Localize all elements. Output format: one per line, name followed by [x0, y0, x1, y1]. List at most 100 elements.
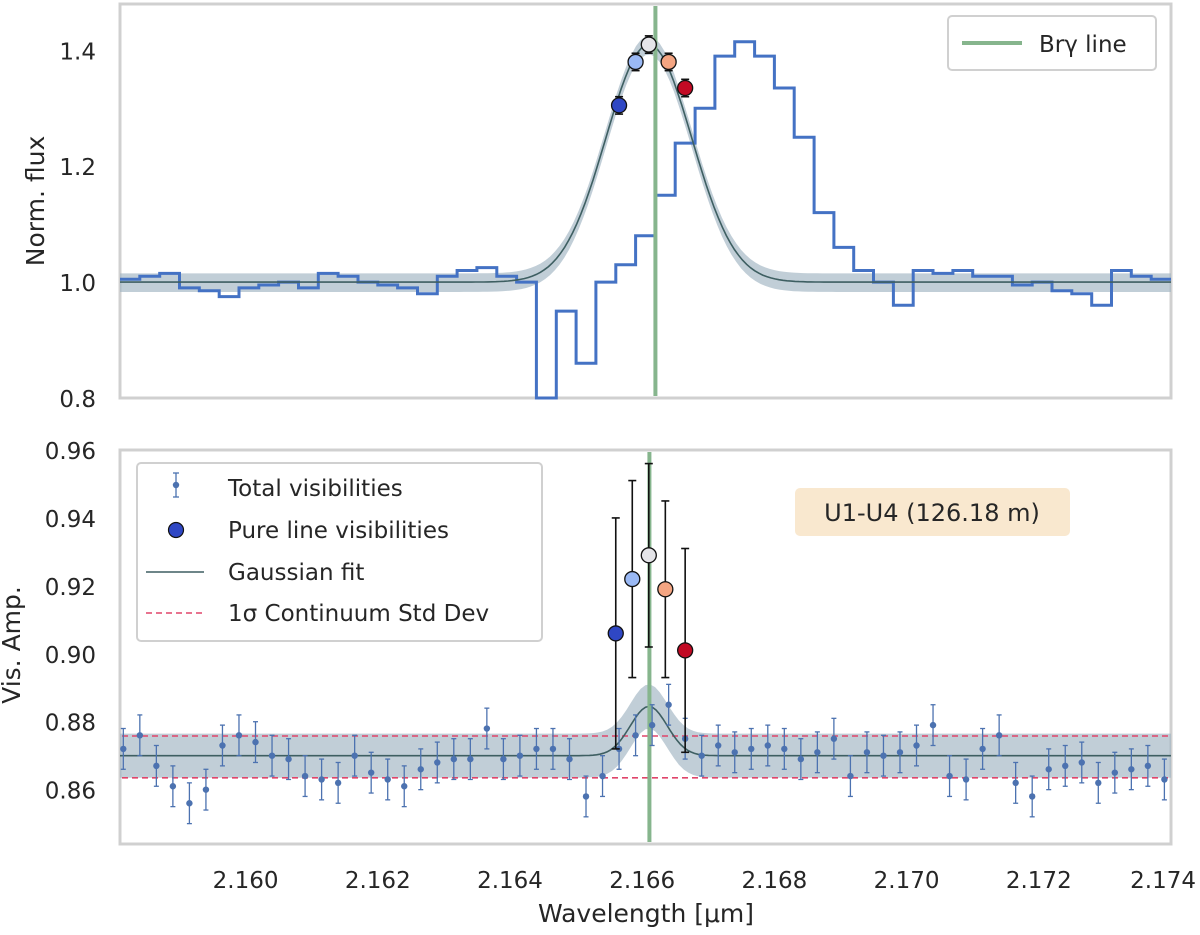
legend-total-dot	[172, 481, 180, 489]
vis-gaussian-band	[120, 684, 1171, 778]
vis-total-point	[417, 766, 424, 773]
x-tick-label: 2.170	[874, 868, 940, 894]
vis-total-point	[632, 732, 639, 739]
vis-total-point	[715, 742, 722, 749]
vis-total-point	[516, 752, 524, 759]
flux-pure-line-points	[610, 35, 694, 115]
vis-total-point	[995, 732, 1003, 739]
vis-total-point	[169, 783, 177, 790]
vis-total-point	[566, 755, 573, 763]
vis-y-tick-label: 0.96	[45, 439, 96, 465]
vis-y-axis-label: Vis. Amp.	[0, 586, 26, 704]
vis-total-point	[401, 783, 408, 790]
vis-total-point	[235, 732, 243, 739]
vis-x-ticks: 2.160 2.162 2.164 2.166 2.168 2.170 2.172 2.174	[213, 868, 1196, 894]
baseline-annotation: U1-U4 (126.18 m)	[795, 488, 1070, 536]
vis-total-point	[467, 755, 474, 763]
vis-total-point	[880, 752, 887, 759]
vis-total-point	[896, 749, 904, 756]
vis-total-point	[830, 735, 838, 742]
vis-total-point	[500, 755, 507, 763]
vis-fit-curve	[120, 705, 1171, 757]
vis-total-point	[483, 725, 491, 732]
vis-gaussian-fit-line	[120, 705, 1171, 757]
vis-total-point	[748, 745, 755, 753]
flux-y-axis-label: Norm. flux	[21, 136, 50, 266]
visibility-panel: 0.86 0.88 0.90 0.92 0.94 0.96 2.160 2.162 2.164…	[0, 439, 1196, 894]
vis-y-tick-label: 0.88	[45, 711, 96, 737]
x-tick-label: 2.172	[1006, 868, 1072, 894]
baseline-annotation-box	[795, 488, 1070, 536]
vis-total-point	[1161, 776, 1168, 783]
vis-total-point	[599, 772, 606, 780]
vis-total-point	[648, 721, 656, 729]
flux-legend: Brγ line	[947, 15, 1157, 71]
vis-total-point	[929, 721, 937, 729]
vis-total-point	[764, 742, 771, 749]
vis-total-point	[351, 752, 358, 759]
vis-total-point	[698, 752, 705, 759]
flux-pure-point	[640, 36, 657, 53]
vis-total-point	[318, 776, 325, 783]
legend-pure-swatch	[167, 521, 185, 539]
vis-total-point	[268, 752, 276, 759]
vis-y-tick-label: 0.86	[45, 779, 96, 805]
vis-pure-point	[640, 547, 657, 564]
vis-total-point	[913, 742, 920, 749]
vis-total-point	[136, 732, 144, 739]
vis-total-point	[384, 776, 391, 783]
vis-total-point	[1028, 793, 1036, 800]
vis-total-point	[814, 749, 821, 756]
flux-pure-point	[660, 53, 677, 71]
vis-y-tick-label: 0.90	[45, 643, 96, 669]
flux-pure-point	[610, 97, 628, 114]
x-tick-label: 2.166	[609, 868, 675, 894]
vis-total-point	[962, 776, 970, 783]
vis-total-point	[533, 745, 540, 753]
vis-total-point	[450, 755, 458, 763]
vis-total-point	[1045, 766, 1052, 773]
vis-total-point	[731, 749, 738, 756]
vis-total-point	[1144, 762, 1152, 770]
legend-pure-label: Pure line visibilities	[228, 518, 449, 544]
vis-total-points	[120, 683, 1168, 825]
vis-continuum-std-lines	[122, 735, 1169, 779]
vis-total-point	[1062, 762, 1069, 770]
vis-total-point	[1111, 769, 1119, 776]
vis-y-tick-label: 0.94	[45, 507, 96, 533]
flux-step-spectrum	[120, 40, 1171, 400]
x-tick-label: 2.174	[1130, 868, 1196, 894]
flux-pure-point	[627, 53, 644, 71]
vis-total-point	[549, 745, 557, 753]
flux-y-ticks: 0.8 1.0 1.2 1.4	[59, 39, 96, 413]
vis-total-point	[1128, 766, 1135, 773]
vis-total-point	[120, 745, 127, 753]
baseline-annotation-text: U1-U4 (126.18 m)	[824, 499, 1040, 527]
legend-total-label: Total visibilities	[227, 476, 403, 502]
vis-total-point	[665, 701, 672, 708]
vis-y-tick-label: 0.92	[45, 575, 96, 601]
vis-total-point	[202, 786, 210, 793]
vis-total-point	[301, 772, 309, 780]
vis-pure-point	[677, 642, 694, 659]
x-tick-label: 2.162	[345, 868, 411, 894]
flux-spectrum-step-line	[120, 40, 1171, 400]
vis-total-point	[582, 793, 590, 800]
vis-total-point	[1012, 779, 1019, 787]
legend-cont-label: 1σ Continuum Std Dev	[228, 601, 489, 627]
vis-total-point	[1078, 759, 1085, 766]
vis-total-point	[797, 755, 805, 763]
x-axis-label: Wavelength [μm]	[538, 899, 754, 928]
vis-total-point	[979, 745, 986, 753]
vis-total-point	[1095, 779, 1102, 787]
vis-total-point	[153, 762, 160, 770]
vis-total-point	[946, 772, 953, 780]
vis-legend-box	[136, 462, 543, 642]
vis-total-point	[219, 742, 226, 749]
legend-total-swatch	[172, 472, 180, 498]
vis-total-point	[186, 800, 193, 807]
flux-legend-box	[947, 15, 1157, 71]
flux-panel: 0.8 1.0 1.2 1.4 Norm. flux Brγ line	[21, 2, 1173, 413]
vis-total-point	[334, 779, 342, 787]
